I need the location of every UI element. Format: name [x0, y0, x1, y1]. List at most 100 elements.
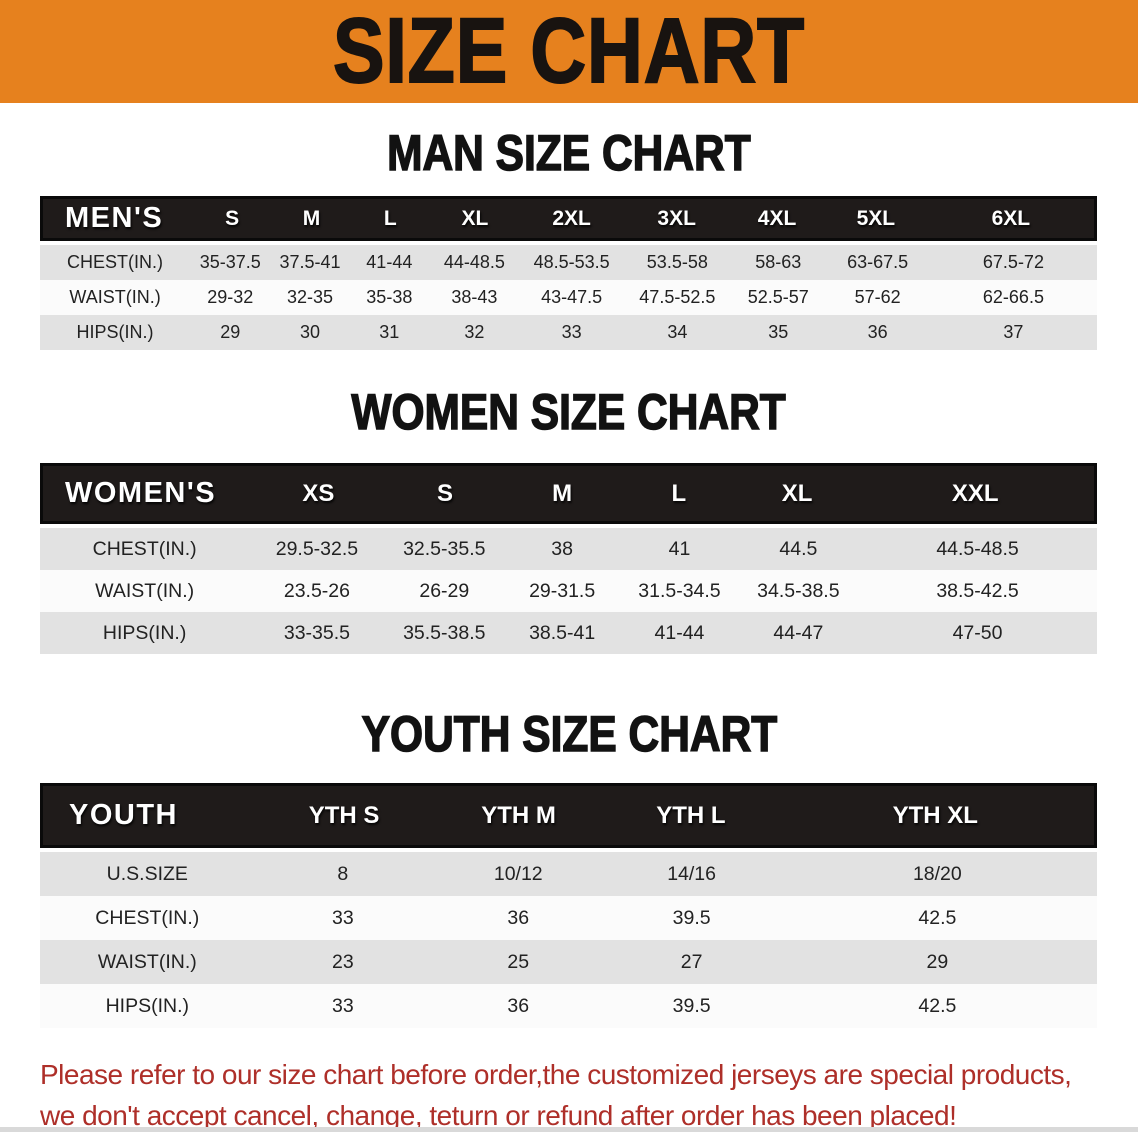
- youth-size-table: YOUTH YTH S YTH M YTH L YTH XL U.S.SIZE …: [40, 783, 1097, 1028]
- table-row: HIPS(IN.) 29 30 31 32 33 34 35 36 37: [40, 315, 1097, 350]
- measurement-value: 31: [379, 322, 400, 342]
- women-size-table: WOMEN'S XS S M L XL XXL CHEST(IN.) 29.5-…: [40, 463, 1097, 654]
- measurement-value: 37.5-41: [279, 252, 341, 272]
- table-row: HIPS(IN.) 33-35.5 35.5-38.5 38.5-41 41-4…: [40, 612, 1097, 654]
- measurement-value: 58-63: [755, 252, 802, 272]
- measurement-value: 38-43: [451, 287, 498, 307]
- measurement-value: 33: [331, 906, 354, 929]
- men-size-table: MEN'S S M L XL 2XL 3XL 4XL 5XL 6XL CHEST…: [40, 196, 1097, 350]
- measurement-value: 33-35.5: [283, 621, 350, 644]
- measurement-value: 23: [331, 950, 354, 973]
- measurement-value: 53.5-58: [646, 252, 708, 272]
- measurement-value: 35: [768, 322, 789, 342]
- size-col-header: YTH XL: [892, 801, 978, 829]
- size-chart-banner: SIZE CHART: [0, 0, 1138, 103]
- youth-section-title: YOUTH SIZE CHART: [0, 706, 1138, 762]
- measurement-label: HIPS(IN.): [76, 322, 154, 342]
- size-col-header: XXL: [951, 479, 999, 507]
- size-col-header: XL: [781, 479, 813, 507]
- measurement-label: U.S.SIZE: [106, 862, 188, 885]
- youth-table-group-label: YOUTH: [69, 799, 178, 831]
- measurement-label: WAIST(IN.): [95, 579, 195, 602]
- women-section-title: WOMEN SIZE CHART: [0, 384, 1138, 440]
- measurement-label: WAIST(IN.): [97, 950, 197, 973]
- measurement-value: 29-32: [207, 287, 254, 307]
- measurement-value: 37: [1003, 322, 1024, 342]
- measurement-value: 25: [507, 950, 530, 973]
- measurement-value: 44-47: [773, 621, 824, 644]
- size-col-header: XL: [461, 206, 489, 230]
- table-row: HIPS(IN.) 33 36 39.5 42.5: [40, 984, 1097, 1028]
- measurement-value: 41-44: [366, 252, 413, 272]
- measurement-value: 31.5-34.5: [638, 579, 721, 602]
- measurement-value: 38: [551, 537, 573, 560]
- measurement-value: 26-29: [419, 579, 470, 602]
- measurement-value: 42.5: [918, 906, 957, 929]
- size-col-header: YTH M: [481, 801, 556, 829]
- size-col-header: L: [671, 479, 687, 507]
- size-col-header: YTH S: [308, 801, 380, 829]
- measurement-value: 43-47.5: [541, 287, 603, 307]
- men-table-header-row: MEN'S S M L XL 2XL 3XL 4XL 5XL 6XL: [40, 196, 1097, 241]
- banner-title: SIZE CHART: [332, 0, 806, 103]
- measurement-value: 41-44: [654, 621, 705, 644]
- size-col-header: 5XL: [856, 206, 896, 230]
- measurement-value: 8: [337, 862, 349, 885]
- youth-section-title-text: YOUTH SIZE CHART: [361, 706, 778, 762]
- measurement-value: 38.5-41: [529, 621, 596, 644]
- measurement-value: 44.5: [779, 537, 818, 560]
- table-row: WAIST(IN.) 23.5-26 26-29 29-31.5 31.5-34…: [40, 570, 1097, 612]
- size-col-header: M: [302, 206, 321, 230]
- measurement-label: CHEST(IN.): [92, 537, 197, 560]
- size-col-header: 6XL: [991, 206, 1031, 230]
- measurement-value: 38.5-42.5: [936, 579, 1019, 602]
- youth-table-header-row: YOUTH YTH S YTH M YTH L YTH XL: [40, 783, 1097, 848]
- measurement-value: 36: [867, 322, 888, 342]
- size-col-header: 2XL: [552, 206, 591, 230]
- measurement-label: WAIST(IN.): [69, 287, 161, 307]
- measurement-label: HIPS(IN.): [102, 621, 187, 644]
- women-table-header-row: WOMEN'S XS S M L XL XXL: [40, 463, 1097, 524]
- measurement-label: HIPS(IN.): [105, 994, 189, 1017]
- measurement-value: 27: [680, 950, 703, 973]
- measurement-value: 52.5-57: [747, 287, 809, 307]
- table-row: U.S.SIZE 8 10/12 14/16 18/20: [40, 852, 1097, 896]
- size-col-header: 4XL: [757, 206, 797, 230]
- table-row: WAIST(IN.) 29-32 32-35 35-38 38-43 43-47…: [40, 280, 1097, 315]
- measurement-value: 29: [220, 322, 241, 342]
- measurement-value: 14/16: [667, 862, 717, 885]
- measurement-value: 39.5: [672, 994, 711, 1017]
- measurement-value: 47.5-52.5: [639, 287, 716, 307]
- measurement-label: CHEST(IN.): [95, 906, 200, 929]
- measurement-value: 35.5-38.5: [403, 621, 486, 644]
- table-row: CHEST(IN.) 35-37.5 37.5-41 41-44 44-48.5…: [40, 245, 1097, 280]
- measurement-value: 47-50: [952, 621, 1003, 644]
- measurement-value: 48.5-53.5: [533, 252, 610, 272]
- size-col-header: S: [225, 206, 240, 230]
- measurement-value: 62-66.5: [982, 287, 1044, 307]
- size-col-header: XS: [302, 479, 335, 507]
- size-col-header: YTH L: [656, 801, 726, 829]
- measurement-value: 33: [331, 994, 354, 1017]
- measurement-value: 10/12: [493, 862, 543, 885]
- women-table-group-label: WOMEN'S: [65, 477, 217, 509]
- measurement-value: 67.5-72: [982, 252, 1044, 272]
- measurement-value: 44-48.5: [443, 252, 505, 272]
- size-col-header: M: [552, 479, 573, 507]
- measurement-value: 57-62: [854, 287, 901, 307]
- measurement-value: 29-31.5: [529, 579, 596, 602]
- measurement-value: 29.5-32.5: [275, 537, 359, 560]
- measurement-value: 33: [561, 322, 582, 342]
- disclaimer-line: we don't accept cancel, change, teturn o…: [40, 1100, 957, 1131]
- men-table-group-label: MEN'S: [65, 202, 164, 234]
- measurement-value: 35-38: [366, 287, 413, 307]
- measurement-value: 30: [300, 322, 321, 342]
- measurement-value: 36: [507, 994, 530, 1017]
- measurement-value: 63-67.5: [847, 252, 909, 272]
- measurement-value: 39.5: [672, 906, 711, 929]
- table-row: WAIST(IN.) 23 25 27 29: [40, 940, 1097, 984]
- disclaimer-text: Please refer to our size chart before or…: [40, 1054, 1118, 1136]
- measurement-value: 35-37.5: [199, 252, 261, 272]
- measurement-value: 41: [668, 537, 691, 560]
- women-section-title-text: WOMEN SIZE CHART: [351, 384, 787, 440]
